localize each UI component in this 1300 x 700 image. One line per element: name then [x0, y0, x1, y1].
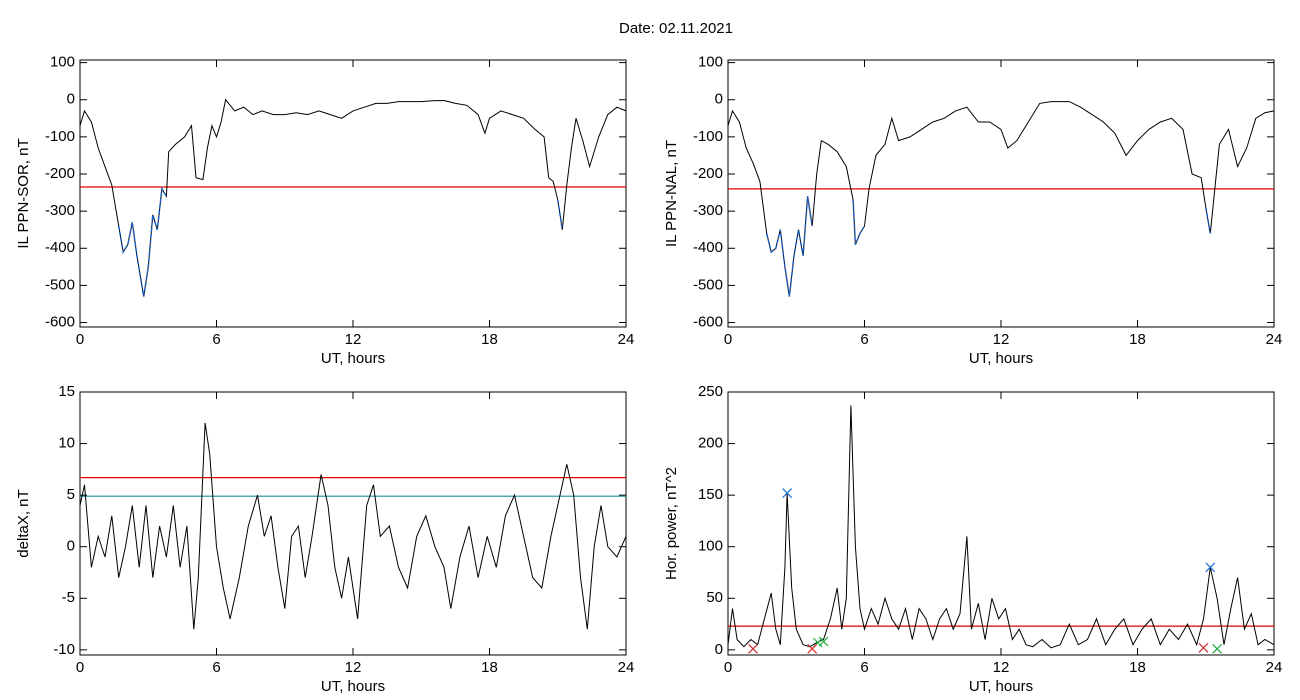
marker [818, 636, 829, 647]
y-axis-label: Hor. power, nT^2 [663, 467, 680, 580]
x-axis-label: UT, hours [969, 678, 1033, 695]
y-axis-label: IL PPN-SOR, nT [15, 138, 32, 248]
highlight-line [852, 199, 866, 245]
y-tick-label: 250 [698, 383, 723, 400]
y-tick-label: 50 [706, 589, 723, 606]
plot-frame [727, 59, 1275, 328]
y-tick-label: 0 [715, 641, 723, 658]
y-tick-label: -600 [693, 314, 723, 331]
y-tick-label: 200 [698, 435, 723, 452]
y-tick-label: 10 [58, 435, 75, 452]
x-tick-label: 18 [1129, 331, 1146, 348]
x-tick-label: 24 [1266, 659, 1283, 676]
x-tick-label: 0 [724, 331, 732, 348]
y-tick-label: 5 [67, 486, 75, 503]
y-tick-label: 100 [698, 54, 723, 71]
x-tick-label: 0 [76, 331, 84, 348]
y-tick-label: -500 [45, 276, 75, 293]
x-tick-label: 6 [860, 331, 868, 348]
y-tick-label: -200 [45, 165, 75, 182]
marker [1205, 562, 1216, 573]
x-axis-label: UT, hours [969, 350, 1033, 367]
marker [782, 488, 793, 498]
x-tick-label: 12 [993, 331, 1010, 348]
x-tick-label: 12 [993, 659, 1010, 676]
y-tick-label: 100 [698, 538, 723, 555]
y-tick-label: -100 [45, 128, 75, 145]
highlight-line [117, 186, 168, 297]
marker [1212, 643, 1223, 654]
highlight-line [1205, 207, 1212, 234]
plot-frame [79, 391, 627, 656]
y-tick-label: -100 [693, 128, 723, 145]
highlight-line [765, 196, 813, 297]
y-tick-label: -500 [693, 276, 723, 293]
data-line [727, 405, 1275, 649]
marker [1198, 642, 1209, 653]
x-tick-label: 18 [481, 331, 498, 348]
y-axis-label: deltaX, nT [15, 489, 32, 557]
x-tick-label: 18 [481, 659, 498, 676]
y-tick-label: 100 [50, 54, 75, 71]
y-tick-label: 150 [698, 486, 723, 503]
x-tick-label: 18 [1129, 659, 1146, 676]
y-tick-label: -400 [45, 239, 75, 256]
x-tick-label: 12 [345, 659, 362, 676]
y-tick-label: -10 [53, 641, 75, 658]
x-tick-label: 24 [618, 659, 635, 676]
y-tick-label: 0 [67, 538, 75, 555]
x-tick-label: 24 [618, 331, 635, 348]
x-tick-label: 6 [212, 659, 220, 676]
x-axis-label: UT, hours [321, 678, 385, 695]
y-tick-label: 0 [67, 91, 75, 108]
marker [807, 643, 818, 654]
x-tick-label: 6 [212, 331, 220, 348]
x-tick-label: 12 [345, 331, 362, 348]
x-tick-label: 0 [76, 659, 84, 676]
page-title: Date: 02.11.2021 [619, 20, 733, 37]
x-tick-label: 24 [1266, 331, 1283, 348]
y-tick-label: -5 [62, 589, 75, 606]
highlight-line [557, 199, 564, 230]
x-axis-label: UT, hours [321, 350, 385, 367]
y-tick-label: 15 [58, 383, 75, 400]
data-line [79, 98, 627, 297]
data-line [79, 422, 627, 630]
y-tick-label: -200 [693, 165, 723, 182]
marker [748, 643, 758, 654]
y-tick-label: 0 [715, 91, 723, 108]
y-tick-label: -600 [45, 314, 75, 331]
x-tick-label: 6 [860, 659, 868, 676]
x-tick-label: 0 [724, 659, 732, 676]
y-tick-label: -400 [693, 239, 723, 256]
data-line [727, 101, 1275, 297]
y-tick-label: -300 [693, 202, 723, 219]
y-axis-label: IL PPN-NAL, nT [663, 140, 680, 247]
y-tick-label: -300 [45, 202, 75, 219]
